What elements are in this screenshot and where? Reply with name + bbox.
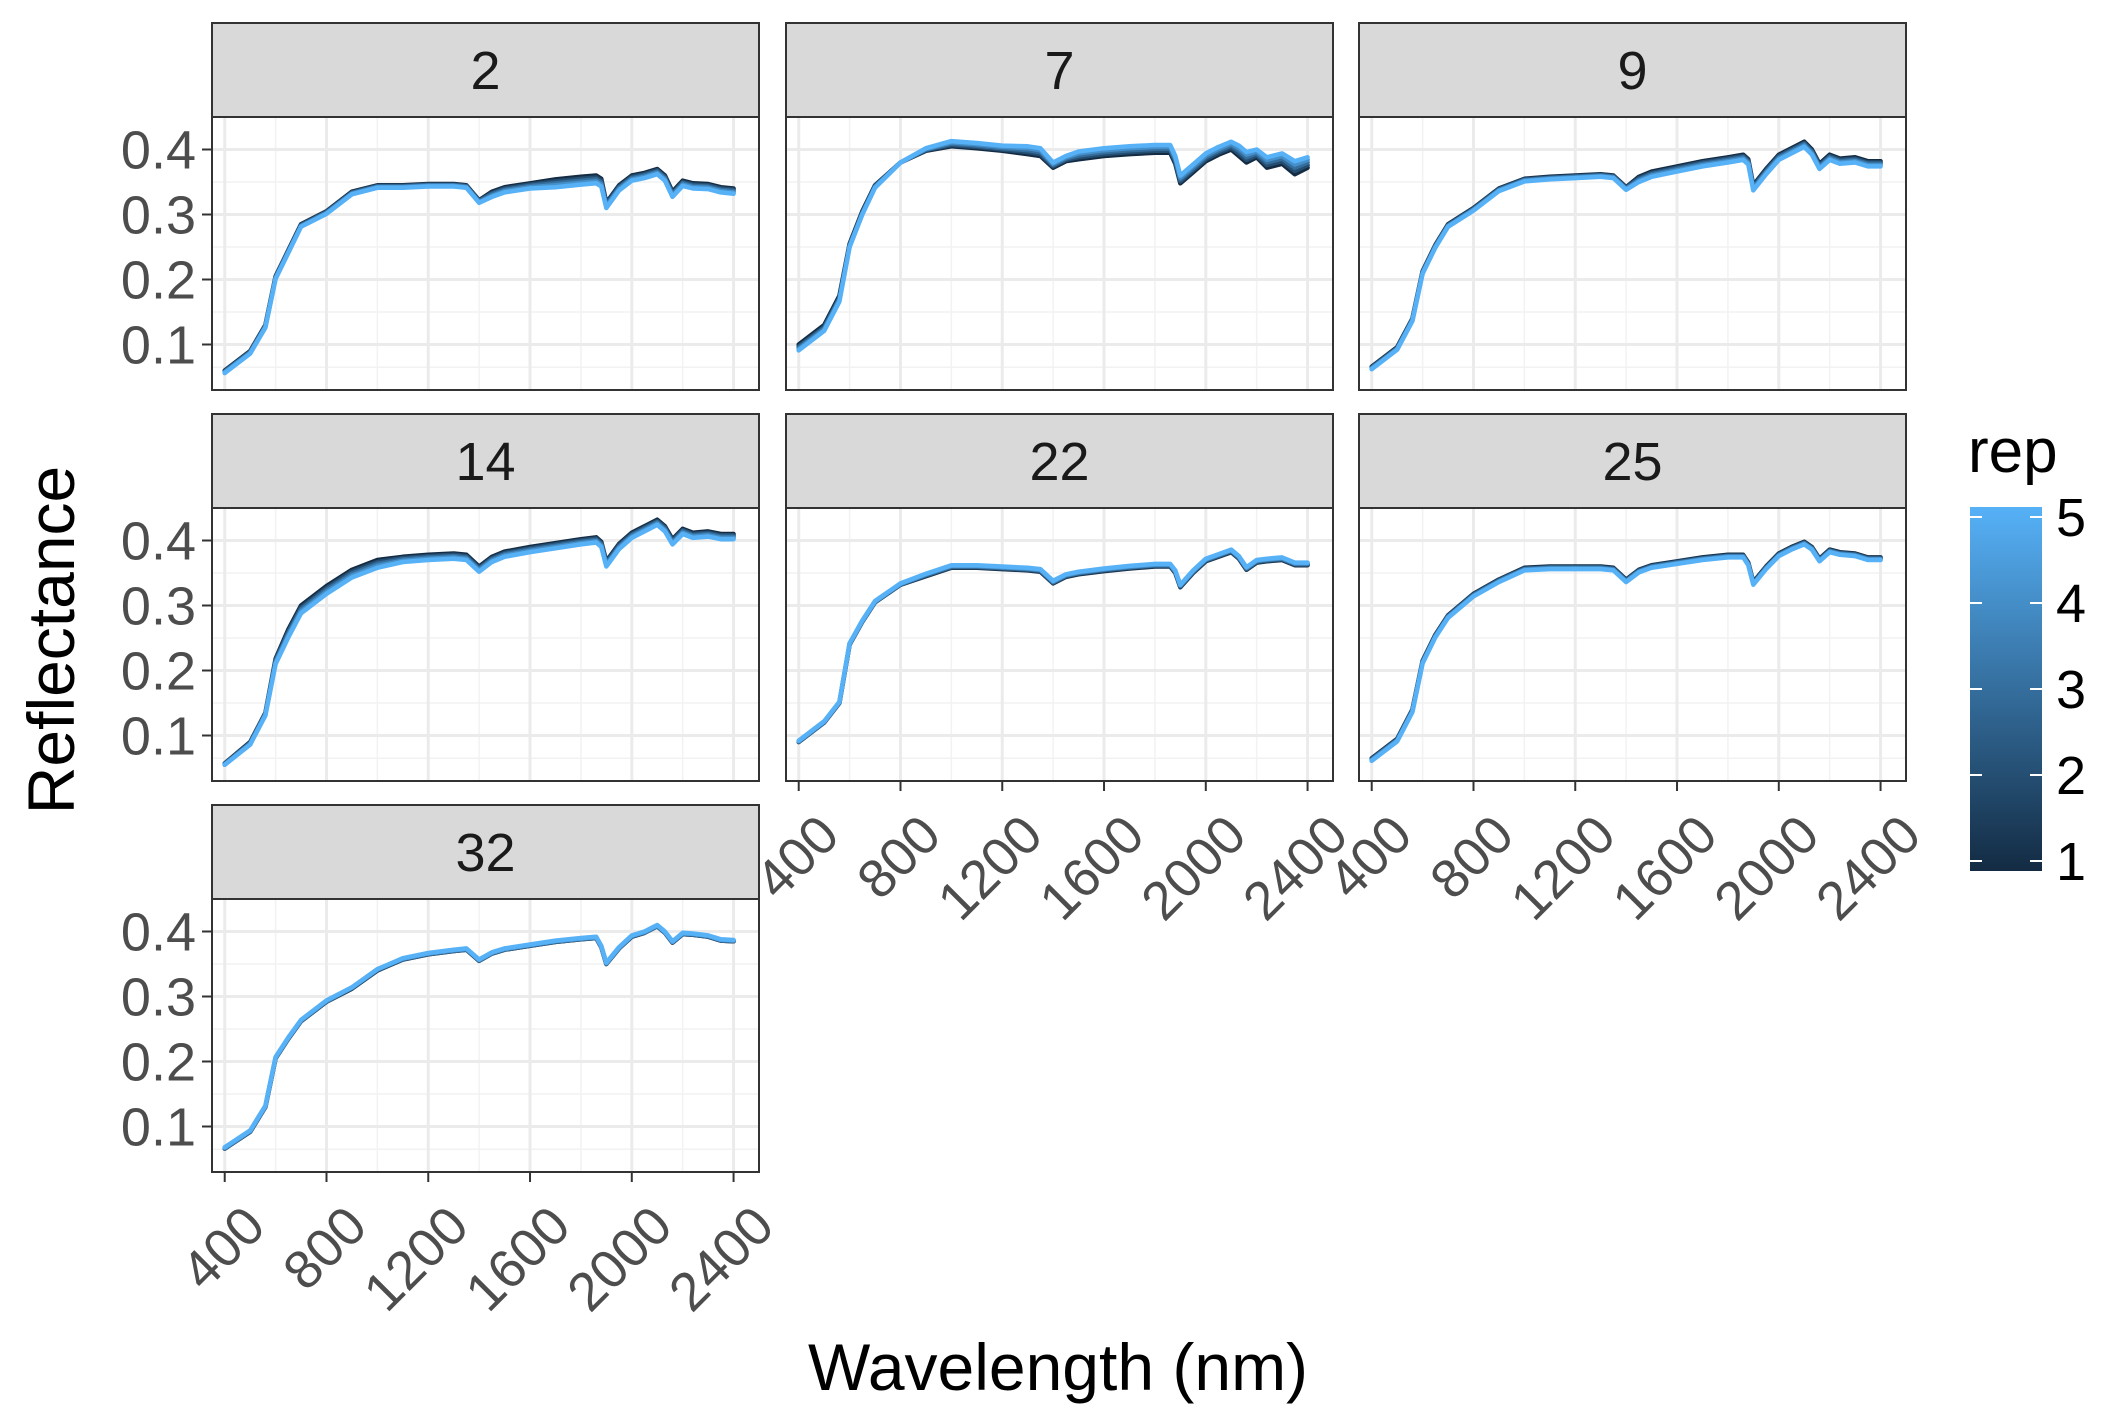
series-lines [796, 547, 1310, 745]
x-tick-label: 1200 [927, 804, 1054, 931]
gridlines [212, 899, 759, 1172]
y-axis-panel-2: 0.10.20.30.4 [121, 121, 212, 376]
panel-background [786, 508, 1333, 781]
y-tick-label: 0.3 [121, 968, 196, 1028]
facet-panel-9: 9 [1358, 22, 1907, 391]
series-lines [796, 138, 1310, 353]
legend-title: rep [1968, 417, 2058, 486]
panel-border [211, 116, 760, 391]
x-tick-label: 1600 [1028, 804, 1155, 931]
gridlines [1359, 508, 1906, 781]
panel-background [1359, 508, 1906, 781]
facet-strip-label: 32 [455, 823, 515, 883]
x-tick-label: 400 [1317, 804, 1423, 910]
series-line-rep-5 [796, 138, 1310, 353]
x-tick-label: 1600 [454, 1195, 581, 1322]
panel-background [212, 117, 759, 390]
x-tick-label: 2000 [1130, 804, 1257, 931]
y-axis-title: Reflectance [14, 466, 88, 815]
facet-strip [785, 22, 1334, 118]
series-lines [222, 166, 736, 376]
x-tick-label: 1200 [353, 1195, 480, 1322]
series-line-rep-5 [222, 522, 736, 768]
facet-panel-7: 7 [785, 22, 1334, 391]
series-line-rep-5 [796, 547, 1310, 743]
y-tick-label: 0.2 [121, 1033, 196, 1093]
panel-border [785, 116, 1334, 391]
series-line-rep-5 [222, 171, 736, 376]
facet-panel-22: 22 [785, 413, 1334, 782]
series-line-rep-5 [1369, 144, 1883, 372]
y-tick-label: 0.4 [121, 903, 196, 963]
y-tick-label: 0.1 [121, 707, 196, 767]
facet-strip [1358, 22, 1907, 118]
y-tick-label: 0.1 [121, 1098, 196, 1158]
panel-border [211, 507, 760, 782]
x-tick-label: 1200 [1500, 804, 1627, 931]
x-tick-label: 400 [744, 804, 850, 910]
facet-panel-2: 2 [211, 22, 760, 391]
facet-strip [785, 413, 1334, 509]
legend-label: 4 [2056, 574, 2086, 634]
facet-strip [211, 804, 760, 900]
y-tick-label: 0.3 [121, 186, 196, 246]
facet-strip-label: 14 [455, 432, 515, 492]
legend-label: 1 [2056, 832, 2086, 892]
y-axes: 0.10.20.30.40.10.20.30.40.10.20.30.4 [121, 121, 212, 1158]
color-legend: rep 1 2 3 4 5 [1968, 417, 2086, 892]
x-axis-title: Wavelength (nm) [808, 1330, 1308, 1404]
facet-strip [211, 413, 760, 509]
facet-strip-label: 9 [1617, 41, 1647, 101]
legend-ticks: 1 2 3 4 5 [1970, 488, 2086, 892]
panel-background [212, 508, 759, 781]
series-lines [1369, 139, 1883, 372]
panel-border [785, 507, 1334, 782]
facet-panel-25: 25 [1358, 413, 1907, 782]
series-lines [222, 922, 736, 1151]
y-tick-label: 0.2 [121, 642, 196, 702]
facet-panels: 2 7 9 14 22 25 32 [211, 22, 1907, 1173]
series-lines [1369, 539, 1883, 764]
gridlines [786, 508, 1333, 781]
legend-label: 3 [2056, 660, 2086, 720]
series-line-rep-5 [222, 922, 736, 1150]
x-tick-label: 1600 [1601, 804, 1728, 931]
x-tick-label: 2000 [556, 1195, 683, 1322]
x-tick-label: 2400 [658, 1195, 785, 1322]
facet-panel-32: 32 [211, 804, 760, 1173]
facet-strip-label: 7 [1044, 41, 1074, 101]
panel-border [1358, 507, 1907, 782]
legend-label: 2 [2056, 746, 2086, 806]
y-tick-label: 0.3 [121, 577, 196, 637]
x-tick-label: 2000 [1703, 804, 1830, 931]
x-tick-label: 2400 [1805, 804, 1932, 931]
x-tick-label: 400 [170, 1195, 276, 1301]
panel-border [211, 898, 760, 1173]
y-axis-panel-14: 0.10.20.30.4 [121, 512, 212, 767]
gridlines [212, 117, 759, 390]
y-tick-label: 0.4 [121, 512, 196, 572]
facet-strip-label: 22 [1029, 432, 1089, 492]
y-tick-label: 0.4 [121, 121, 196, 181]
panel-border [1358, 116, 1907, 391]
gridlines [212, 508, 759, 781]
y-tick-label: 0.1 [121, 316, 196, 376]
facet-strip [211, 22, 760, 118]
y-axis-panel-32: 0.10.20.30.4 [121, 903, 212, 1158]
y-tick-label: 0.2 [121, 251, 196, 311]
facet-panel-14: 14 [211, 413, 760, 782]
series-lines [222, 517, 736, 768]
facet-strip-label: 2 [470, 41, 500, 101]
facet-strip-label: 25 [1602, 432, 1662, 492]
series-line-rep-5 [1369, 542, 1883, 764]
legend-label: 5 [2056, 488, 2086, 548]
